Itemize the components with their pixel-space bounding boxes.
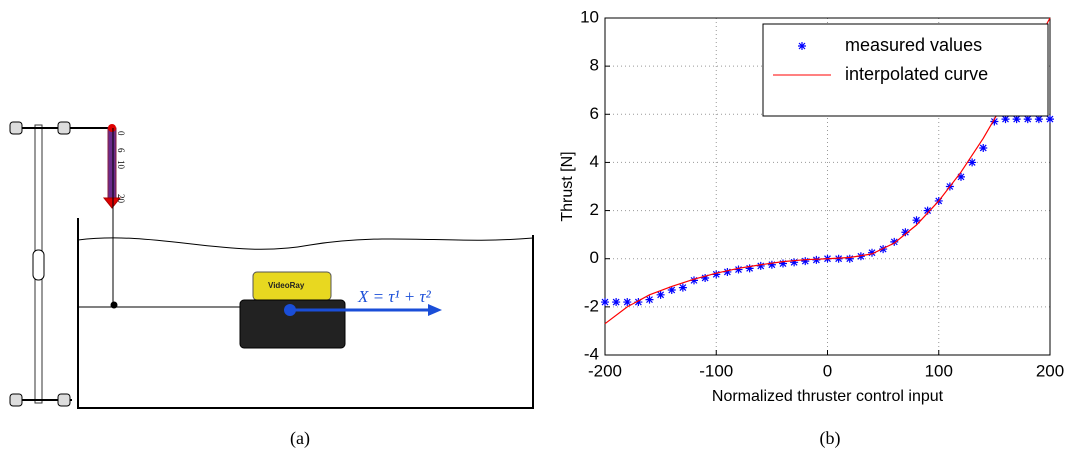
marker (890, 237, 899, 246)
clamp (9, 121, 23, 135)
scale-label: 0 (116, 131, 126, 136)
caption: (a) (290, 428, 310, 449)
y-tick-label: 6 (590, 104, 599, 123)
joint (32, 249, 45, 281)
y-tick-label: -2 (584, 296, 599, 315)
x-tick-label: -100 (699, 361, 733, 380)
y-tick-label: 8 (590, 56, 599, 75)
marker (901, 228, 910, 237)
marker (979, 143, 988, 152)
y-tick-label: 2 (590, 200, 599, 219)
scale-rod (107, 127, 117, 199)
legend-label: interpolated curve (845, 64, 988, 84)
marker (790, 258, 799, 267)
marker (701, 273, 710, 282)
water-surface (77, 237, 534, 250)
marker (868, 248, 876, 257)
marker (923, 206, 932, 215)
knot (110, 301, 118, 309)
marker (678, 283, 687, 292)
marker (1012, 115, 1021, 124)
marker (623, 298, 632, 307)
marker (601, 298, 609, 307)
marker (801, 257, 810, 266)
marker (812, 255, 821, 264)
marker (690, 276, 698, 285)
pulley (108, 124, 116, 132)
marker (957, 172, 965, 181)
marker (968, 158, 977, 167)
robot-body (239, 299, 346, 349)
marker (779, 259, 787, 268)
clamp (9, 393, 23, 407)
x-tick-label: 0 (823, 361, 832, 380)
marker (734, 265, 743, 274)
marker (990, 117, 999, 126)
arrow-head (428, 304, 442, 316)
robot-label: VideoRay (268, 281, 305, 290)
marker (656, 290, 665, 299)
tank (77, 218, 534, 409)
force-label: X = τ¹ + τ² (357, 287, 432, 306)
chart: -200 -100 0 100 200 -4 -2 0 2 4 6 8 10 Normalized thr… (559, 7, 1064, 405)
marker (912, 216, 921, 225)
marker (767, 260, 776, 269)
y-tick-label: 4 (590, 152, 599, 171)
x-tick-label: 200 (1036, 361, 1064, 380)
y-tick-label: 0 (590, 248, 599, 267)
marker (834, 254, 843, 263)
marker (1023, 115, 1032, 124)
y-tick-label: 10 (580, 7, 599, 26)
marker (645, 295, 654, 304)
scale-label: 10 (116, 160, 126, 170)
x-axis-label: Normalized thruster control input (712, 388, 944, 405)
marker (612, 298, 621, 307)
y-axis-label: Thrust [N] (559, 151, 576, 221)
x-tick-label: -200 (588, 361, 622, 380)
curve (604, 17, 1051, 325)
marker (756, 261, 765, 270)
marker (745, 264, 754, 273)
marker (1046, 115, 1054, 124)
marker (1001, 115, 1010, 124)
legend (762, 23, 1049, 117)
marker (634, 298, 643, 307)
scale-label: 20 (116, 194, 126, 204)
legend-label: measured values (845, 35, 982, 55)
scale-label: 6 (116, 148, 126, 153)
scale-tip (102, 197, 122, 209)
marker (667, 286, 676, 295)
marker (723, 267, 732, 276)
x-tick-label: 100 (925, 361, 953, 380)
marker (1034, 115, 1043, 124)
clamp (57, 393, 71, 407)
marker (845, 254, 854, 263)
marker (712, 270, 721, 279)
diagram (9, 121, 534, 409)
clamp (57, 121, 71, 135)
marker (798, 42, 806, 50)
y-tick-label: -4 (584, 344, 599, 363)
caption: (b) (820, 428, 841, 449)
plot-frame (604, 17, 1051, 356)
force-point (284, 304, 296, 316)
